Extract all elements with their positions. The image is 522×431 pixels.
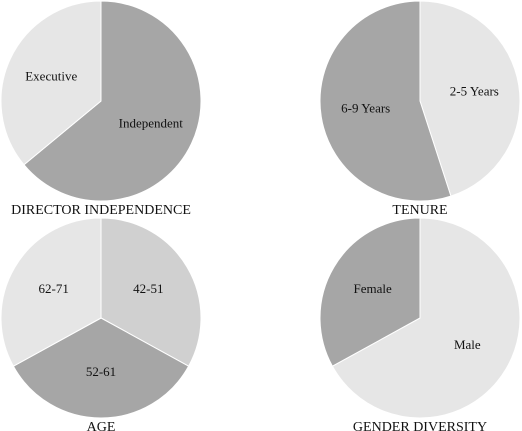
slice-label: Female (354, 281, 392, 296)
slice-label: Male (454, 337, 481, 352)
chart-title: TENURE (392, 203, 447, 218)
pie-slice (331, 217, 521, 419)
chart-title: GENDER DIVERSITY (353, 420, 487, 431)
slice-label: 2-5 Years (450, 83, 499, 98)
slice-label: 52-61 (86, 364, 116, 379)
pie-slice (100, 217, 202, 367)
pie-slice (0, 217, 102, 367)
chart-title: AGE (87, 420, 116, 431)
chart-title: DIRECTOR INDEPENDENCE (11, 203, 191, 218)
slice-label: Executive (25, 69, 77, 84)
slice-label: 62-71 (38, 281, 68, 296)
pie-slice (319, 217, 421, 367)
slice-label: 6-9 Years (341, 101, 390, 116)
pie-slice (23, 0, 202, 202)
slice-label: 42-51 (133, 281, 163, 296)
pie-slice (12, 317, 190, 419)
slice-label: Independent (119, 115, 184, 130)
pie-slice (419, 0, 521, 197)
pie-slice (319, 0, 452, 202)
pie-slice (0, 0, 102, 166)
